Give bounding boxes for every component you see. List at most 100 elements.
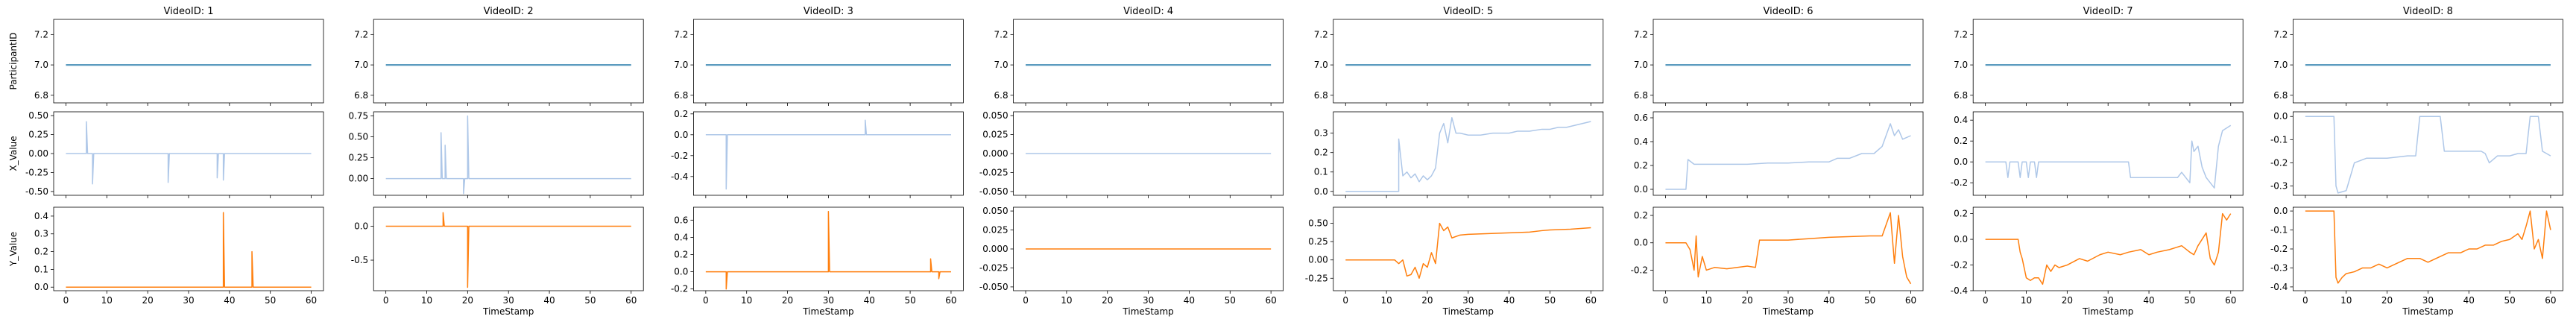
panel-frame xyxy=(1972,19,2244,104)
y-tick-label: 7.0 xyxy=(2273,60,2288,70)
y-tick-label: -0.1 xyxy=(2270,134,2288,145)
panel-frame xyxy=(373,19,644,104)
facet-column-4: VideoID: 4 6.8 7.0 7.2 -0.050 -0.025 0.000 0.02… xyxy=(979,6,1284,317)
y-tick-label: 0.0 xyxy=(1954,234,1968,244)
y-tick-label: -0.4 xyxy=(1951,285,1968,296)
facet-column-8: VideoID: 86.87.07.2-0.3-0.2-0.10.0-0.4-0… xyxy=(2270,6,2563,317)
y-tick-label: -0.050 xyxy=(979,282,1008,292)
y-tick-label: 6.8 xyxy=(1634,90,1648,101)
x-tick-label: 50 xyxy=(904,295,915,306)
x-tick-label: 10 xyxy=(1380,295,1392,306)
series-line xyxy=(705,119,951,190)
y-tick-label: 0.2 xyxy=(674,109,688,119)
y-tick-label: -0.2 xyxy=(2270,244,2288,254)
y-tick-label: 0.2 xyxy=(674,250,688,260)
panel-r1-c1: 6.8 7.0 7.2 ParticipantID xyxy=(8,19,324,106)
x-tick-label: 30 xyxy=(1143,295,1154,306)
y-tick-label: 0.0 xyxy=(34,282,48,292)
y-tick-label: 7.0 xyxy=(354,60,368,70)
panel-frame xyxy=(1333,19,1604,104)
y-tick-label: -0.2 xyxy=(671,284,688,294)
y-tick-label: 7.2 xyxy=(2273,29,2288,40)
y-tick-label: 7.2 xyxy=(34,29,48,40)
series-line xyxy=(2305,116,2551,194)
panel-r3-c3: -0.2 0.0 0.2 0.4 0.6 0 10 20 30 40 50 60 xyxy=(671,206,964,306)
y-tick-label: 7.0 xyxy=(1954,60,1968,70)
x-tick-label: 50 xyxy=(1864,295,1875,306)
x-tick-label: 40 xyxy=(543,295,555,306)
x-tick-label: 20 xyxy=(1102,295,1113,306)
facet-title: VideoID: 7 xyxy=(2083,6,2133,17)
panel-r2-c6: 0.0 0.2 0.4 0.6 xyxy=(1634,111,1924,198)
panel-frame xyxy=(1972,111,2244,196)
panel-frame xyxy=(1333,206,1604,291)
y-tick-label: -0.25 xyxy=(25,167,48,177)
x-axis-label: TimeStamp xyxy=(482,306,534,317)
y-tick-label: 0.50 xyxy=(1308,218,1328,229)
panel-r3-c5: -0.25 0.00 0.25 0.50 0 10 20 30 40 50 60 xyxy=(1305,206,1604,306)
y-tick-label: 0.0 xyxy=(2273,206,2288,216)
x-tick-label: 10 xyxy=(101,295,113,306)
y-tick-label: 0.0 xyxy=(1954,157,1968,167)
panel-r2-c3: -0.4 -0.2 0.0 0.2 xyxy=(671,109,964,198)
panel-r1-c7: 6.8 7.0 7.2 xyxy=(1954,19,2244,106)
x-tick-label: 30 xyxy=(2103,295,2114,306)
facet-column-6: VideoID: 66.87.07.20.00.20.40.6-0.20.00.… xyxy=(1631,6,1924,317)
facet-column-5: VideoID: 5 6.8 7.0 7.2 0.0 0.1 0.2 0.3 -0.25 0.00… xyxy=(1305,6,1604,317)
y-tick-label: 0.000 xyxy=(982,244,1008,254)
series-line xyxy=(2305,210,2551,284)
x-tick-label: 40 xyxy=(1503,295,1515,306)
x-tick-label: 50 xyxy=(2504,295,2515,306)
x-tick-label: 0 xyxy=(2302,295,2308,306)
y-tick-label: 6.8 xyxy=(1954,90,1968,101)
y-tick-label: -0.2 xyxy=(1631,265,1648,275)
y-tick-label: 7.0 xyxy=(34,60,48,70)
panel-frame xyxy=(2292,19,2563,104)
y-tick-label: 0.6 xyxy=(1634,113,1648,123)
panel-frame xyxy=(1013,19,1284,104)
x-tick-label: 40 xyxy=(2463,295,2475,306)
x-tick-label: 50 xyxy=(265,295,276,306)
y-tick-label: 0.1 xyxy=(34,264,48,274)
y-tick-label: 0.0 xyxy=(1634,184,1648,195)
y-tick-label: -0.5 xyxy=(351,255,368,265)
y-tick-label: 0.50 xyxy=(348,132,368,142)
series-line xyxy=(1345,117,1591,192)
y-tick-label: 0.0 xyxy=(1314,186,1328,197)
y-tick-label: 7.0 xyxy=(994,60,1008,70)
series-line xyxy=(66,121,312,185)
panel-frame xyxy=(373,111,644,196)
y-tick-label: 7.0 xyxy=(674,60,688,70)
y-tick-label: -0.2 xyxy=(671,151,688,161)
y-tick-label: 7.0 xyxy=(1634,60,1648,70)
y-tick-label: -0.025 xyxy=(979,167,1008,177)
series-line xyxy=(1665,123,1911,190)
y-tick-label: -0.025 xyxy=(979,262,1008,273)
y-tick-label: 0.050 xyxy=(982,110,1008,121)
y-tick-label: 7.2 xyxy=(1954,29,1968,40)
y-tick-label: -0.3 xyxy=(2270,262,2288,273)
panel-r1-c3: 6.8 7.0 7.2 xyxy=(674,19,964,106)
series-line xyxy=(66,212,312,288)
panel-r3-c4: -0.050 -0.025 0.000 0.025 0.050 0 10 20 30 40 50 60 xyxy=(979,206,1284,306)
x-tick-label: 30 xyxy=(503,295,514,306)
panel-r3-c7: -0.4 -0.2 0.0 0.2 0 10 20 30 40 50 60 xyxy=(1951,206,2244,306)
facet-column-1: VideoID: 16.87.07.2ParticipantID-0.50-0.… xyxy=(8,6,324,306)
x-tick-label: 20 xyxy=(462,295,473,306)
panel-r1-c5: 6.8 7.0 7.2 xyxy=(1314,19,1604,106)
y-tick-label: 0.2 xyxy=(1954,136,1968,146)
x-tick-label: 40 xyxy=(1823,295,1834,306)
x-tick-label: 40 xyxy=(864,295,875,306)
y-tick-label: -0.25 xyxy=(1305,273,1328,283)
y-tick-label: 0.025 xyxy=(982,130,1008,140)
facet-column-7: VideoID: 7 6.8 7.0 7.2 -0.2 0.0 0.2 0.4 -0.4 -0.2… xyxy=(1951,6,2244,317)
panel-r2-c2: 0.00 0.25 0.50 0.75 xyxy=(348,111,644,198)
x-tick-label: 60 xyxy=(306,295,317,306)
x-tick-label: 30 xyxy=(1782,295,1793,306)
series-line xyxy=(705,211,951,290)
x-tick-label: 0 xyxy=(1023,295,1029,306)
x-tick-label: 0 xyxy=(63,295,69,306)
y-tick-label: 6.8 xyxy=(34,90,48,101)
y-tick-label: -0.2 xyxy=(1951,177,1968,188)
